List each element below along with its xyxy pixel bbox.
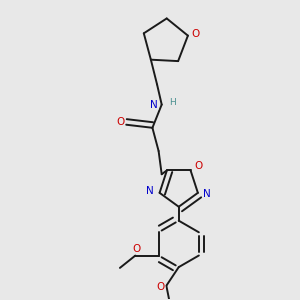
Text: N: N <box>150 100 158 110</box>
Text: N: N <box>203 189 211 200</box>
Text: O: O <box>116 117 125 127</box>
Text: H: H <box>169 98 176 106</box>
Text: O: O <box>132 244 140 254</box>
Text: O: O <box>191 29 200 39</box>
Text: O: O <box>157 282 165 292</box>
Text: N: N <box>146 186 154 196</box>
Text: O: O <box>194 161 202 171</box>
